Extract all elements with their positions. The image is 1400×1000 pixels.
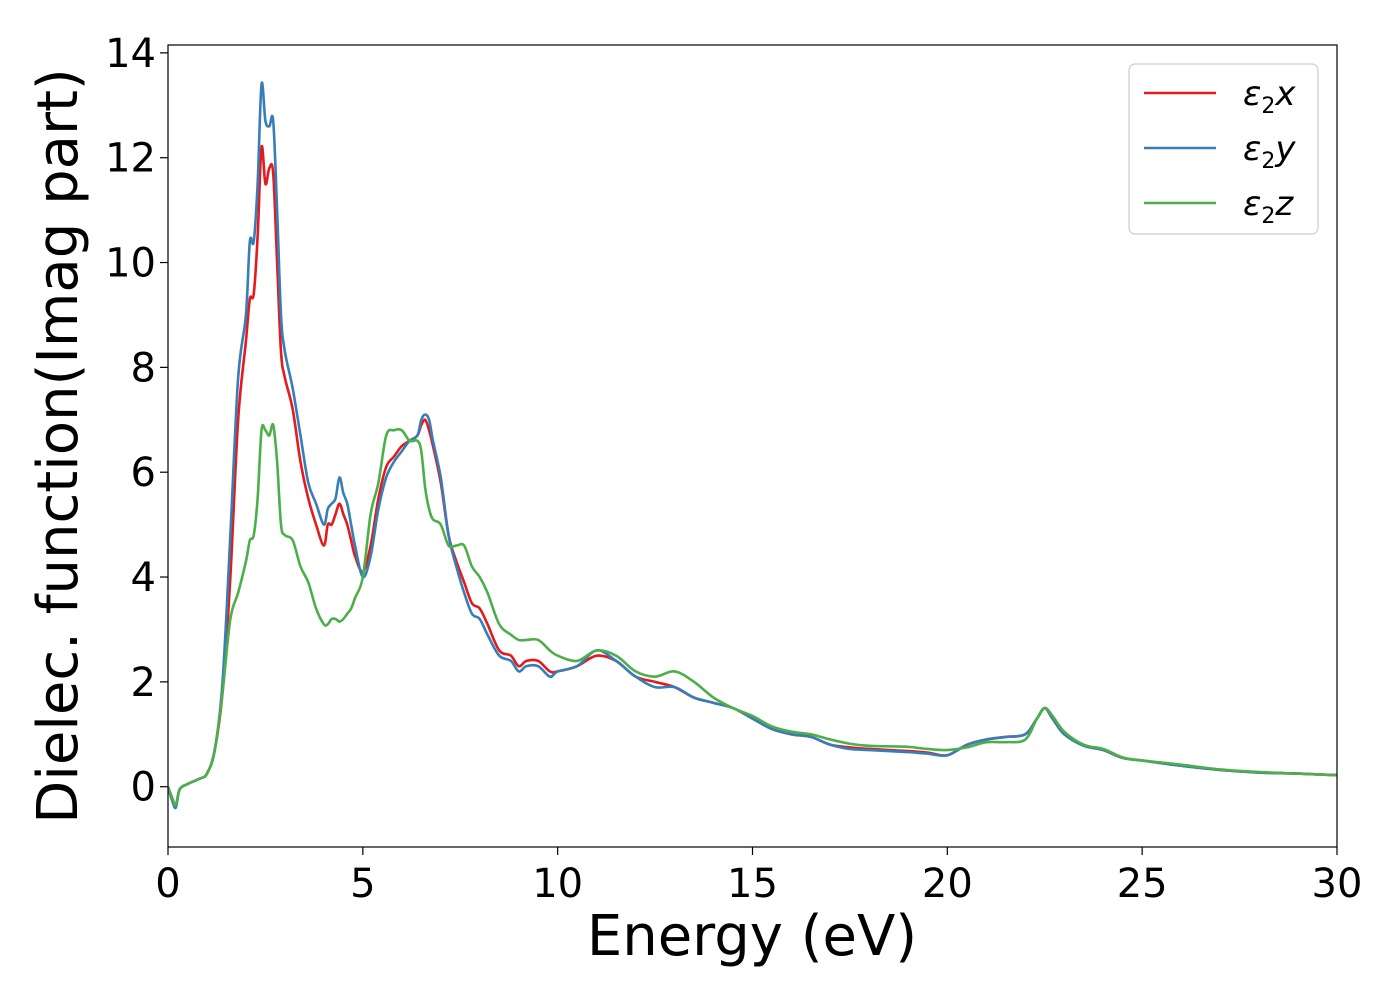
x-tick-label: 5 [350, 861, 375, 907]
y-tick-label: 0 [131, 765, 156, 811]
y-axis: 0 2 4 6 8 10 12 14 [105, 31, 168, 811]
y-tick-label: 8 [131, 345, 156, 391]
x-axis-title: Energy (eV) [587, 904, 917, 969]
y-tick-label: 4 [131, 555, 156, 601]
series-lines [168, 81, 1337, 810]
x-axis: 0 5 10 15 20 25 30 [155, 847, 1362, 907]
legend-label-x: ε2x [1243, 74, 1296, 119]
y-tick-label: 2 [131, 660, 156, 706]
x-tick-label: 0 [155, 861, 180, 907]
legend: ε2x ε2y ε2z [1128, 63, 1319, 235]
x-tick-label: 15 [727, 861, 778, 907]
y-tick-label: 14 [105, 31, 156, 77]
y-tick-label: 6 [131, 450, 156, 496]
x-tick-label: 30 [1312, 861, 1363, 907]
y-tick-label: 10 [105, 241, 156, 287]
x-tick-label: 25 [1117, 861, 1168, 907]
x-tick-label: 10 [532, 861, 583, 907]
legend-label-y: ε2y [1243, 129, 1296, 174]
legend-label-z: ε2z [1243, 184, 1294, 229]
series-line-z [168, 422, 1337, 807]
series-line-y [168, 81, 1337, 810]
series-line-x [168, 144, 1337, 807]
y-axis-title: Dielec. function(Imag part) [26, 68, 91, 824]
legend-box [1128, 63, 1319, 235]
y-tick-label: 12 [105, 136, 156, 182]
x-tick-label: 20 [922, 861, 973, 907]
